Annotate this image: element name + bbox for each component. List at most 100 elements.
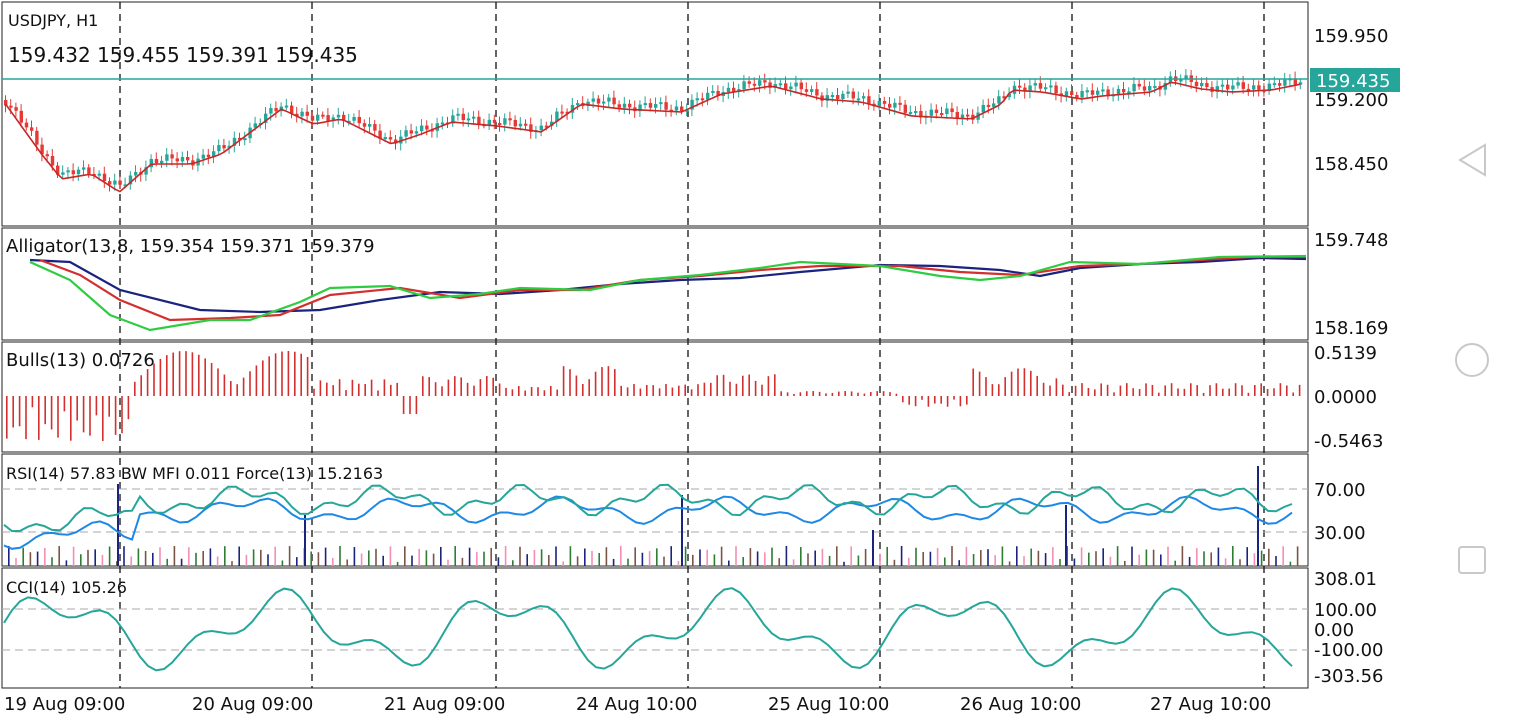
force-bar [879, 553, 881, 566]
bulls-bar [850, 391, 853, 396]
date-label: 19 Aug 09:00 [4, 694, 125, 715]
rsi-panel[interactable] [1, 453, 1309, 567]
candle-body [440, 122, 445, 125]
force-bar [958, 560, 960, 566]
candle-body [149, 158, 153, 168]
force-bar [411, 555, 413, 566]
candle-body [1064, 91, 1069, 96]
force-bar [1188, 556, 1191, 566]
candle-body [144, 167, 148, 175]
candle-body [1085, 90, 1089, 93]
bulls-bar [1254, 385, 1256, 396]
force-bar [800, 547, 802, 566]
bulls-bar [1222, 388, 1224, 396]
candle-body [992, 103, 996, 107]
bulls-bar [204, 358, 206, 396]
candle-body [1070, 91, 1074, 96]
bulls-bar [249, 371, 251, 396]
candle-body [108, 181, 112, 185]
force-bar [1296, 546, 1299, 566]
candle-body [1049, 85, 1053, 88]
force-bar [1246, 547, 1248, 566]
bulls-bar [511, 389, 514, 396]
candle-body [97, 173, 101, 176]
bulls-bar [447, 379, 450, 396]
bulls-bar [882, 391, 885, 396]
bulls-bar [1010, 371, 1013, 396]
candle-body [102, 173, 107, 182]
force-bar [951, 546, 953, 566]
candle-body [685, 109, 689, 112]
candle-body [1127, 91, 1131, 94]
bulls-bar [44, 396, 46, 425]
candle-body [794, 82, 798, 87]
candle-body [612, 97, 616, 105]
force-bar [684, 546, 687, 566]
alligator-panel[interactable] [1, 227, 1309, 341]
candle-body [118, 180, 122, 185]
candle-body [227, 145, 231, 149]
bulls-bar [217, 368, 219, 396]
candle-body [1267, 83, 1271, 92]
candle-body [524, 123, 528, 126]
cci-panel[interactable] [1, 567, 1309, 689]
force-bar [1289, 561, 1292, 566]
bulls-bar [1196, 385, 1198, 396]
candle-body [30, 127, 34, 131]
candle-body [87, 167, 91, 174]
candle-body [742, 81, 746, 90]
bulls-bar [262, 360, 264, 396]
candle-body [971, 114, 975, 120]
recents-square-icon[interactable] [1458, 546, 1486, 574]
candle-body [747, 81, 751, 84]
candle-body [35, 130, 39, 145]
bulls-bar [1183, 388, 1186, 396]
candle-body [40, 144, 44, 155]
candle-body [1033, 83, 1037, 86]
back-triangle-icon[interactable] [1458, 143, 1486, 177]
bulls-bar [1241, 385, 1243, 396]
force-bar [591, 550, 593, 566]
bulls-bar [831, 392, 834, 396]
home-circle-icon[interactable] [1455, 343, 1489, 377]
force-bar [1030, 548, 1032, 566]
candle-body [1179, 79, 1183, 82]
bulls-bar [620, 385, 622, 396]
candle-body [425, 125, 429, 130]
candle-body [1122, 88, 1126, 93]
bulls-bar [415, 396, 418, 414]
candle-body [804, 89, 809, 92]
force-bar [1016, 546, 1018, 566]
bulls-bar [1049, 385, 1051, 396]
candle-body [1272, 83, 1277, 86]
bulls-bar [1126, 383, 1128, 396]
bulls-bar [1260, 383, 1262, 396]
force-bar [1196, 548, 1198, 566]
bulls-bar [191, 352, 194, 396]
force-bar [1131, 546, 1133, 566]
candle-body [212, 151, 216, 158]
candle-body [264, 113, 268, 124]
candle-body [394, 139, 398, 144]
force-bar [15, 557, 17, 566]
candle-body [368, 124, 372, 127]
price-panel[interactable] [1, 1, 1309, 227]
candle-body [846, 91, 850, 94]
bulls-bar [1017, 368, 1019, 396]
bulls-bar [1138, 389, 1141, 396]
candle-body [50, 155, 55, 166]
candle-body [591, 98, 595, 102]
candle-body [768, 82, 772, 88]
candle-body [560, 111, 564, 114]
bulls-bar [978, 371, 981, 396]
force-bar [432, 553, 435, 566]
bulls-panel[interactable] [1, 341, 1309, 453]
candle-body [383, 137, 387, 140]
candle-body [1163, 82, 1167, 90]
force-bar [692, 554, 694, 566]
force-bar [807, 553, 809, 566]
bulls-bar [614, 369, 616, 396]
candle-body [960, 114, 965, 119]
